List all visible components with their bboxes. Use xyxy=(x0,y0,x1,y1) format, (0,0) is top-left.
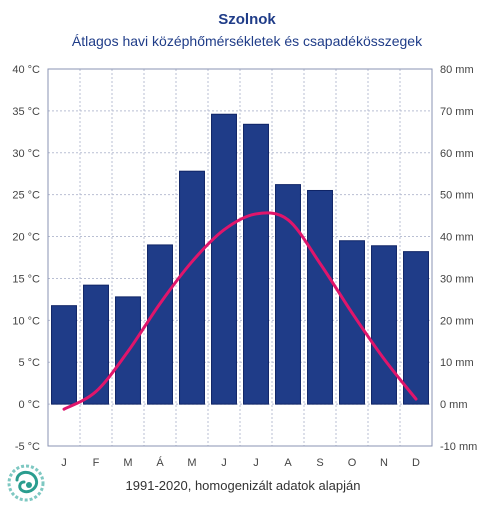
right-tick-label: 20 mm xyxy=(440,315,474,327)
right-tick-label: 40 mm xyxy=(440,232,474,244)
month-label: F xyxy=(93,457,100,469)
month-label: Á xyxy=(156,456,164,469)
grid xyxy=(48,68,432,447)
chart-subtitle: Átlagos havi középhőmérsékletek és csapa… xyxy=(72,33,423,49)
precipitation-bar xyxy=(307,189,333,405)
precipitation-bar xyxy=(147,244,173,405)
month-label: A xyxy=(284,457,292,469)
precipitation-bar xyxy=(339,240,365,405)
precipitation-bars xyxy=(51,113,429,405)
month-label: J xyxy=(61,457,67,469)
left-tick-label: 35 °C xyxy=(12,106,40,118)
left-tick-label: 20 °C xyxy=(12,232,40,244)
precipitation-bar xyxy=(403,251,429,405)
left-tick-label: 15 °C xyxy=(12,273,40,285)
month-label: M xyxy=(123,457,132,469)
month-label: N xyxy=(380,457,388,469)
precipitation-bar xyxy=(243,123,269,405)
precipitation-bar xyxy=(371,245,397,405)
right-axis-ticks: -10 mm 0 mm 10 mm 20 mm 30 mm 40 mm 50 mm 60 mm… xyxy=(440,64,477,453)
month-label: S xyxy=(316,457,323,469)
precipitation-bar xyxy=(211,113,237,405)
chart-title: Szolnok xyxy=(218,11,276,28)
month-label: O xyxy=(348,457,357,469)
left-tick-label: 10 °C xyxy=(12,315,40,327)
left-tick-label: 40 °C xyxy=(12,64,40,76)
left-tick-label: 5 °C xyxy=(18,357,40,369)
month-label: M xyxy=(187,457,196,469)
plot-frame xyxy=(47,68,433,447)
left-tick-label: 0 °C xyxy=(18,399,40,411)
left-axis-ticks: -5 °C 0 °C 5 °C 10 °C 15 °C 20 °C 25 °C 30 °C 35… xyxy=(12,64,40,453)
right-tick-label: 80 mm xyxy=(440,64,474,76)
right-tick-label: 70 mm xyxy=(440,106,474,118)
month-label: J xyxy=(253,457,259,469)
month-label: J xyxy=(221,457,227,469)
precipitation-bar xyxy=(179,170,205,405)
left-tick-label: 25 °C xyxy=(12,190,40,202)
precipitation-bar xyxy=(275,184,301,405)
right-tick-label: -10 mm xyxy=(440,441,477,453)
left-tick-label: 30 °C xyxy=(12,148,40,160)
temperature-line xyxy=(62,211,418,411)
precipitation-bar xyxy=(83,284,109,405)
right-tick-label: 30 mm xyxy=(440,273,474,285)
right-tick-label: 50 mm xyxy=(440,190,474,202)
swirl-logo-icon xyxy=(7,464,45,502)
right-tick-label: 10 mm xyxy=(440,357,474,369)
left-tick-label: -5 °C xyxy=(15,441,40,453)
right-tick-label: 0 mm xyxy=(440,399,468,411)
source-note: 1991-2020, homogenizált adatok alapján xyxy=(126,478,361,493)
month-label: D xyxy=(412,457,420,469)
right-tick-label: 60 mm xyxy=(440,148,474,160)
precipitation-bar xyxy=(51,305,77,405)
